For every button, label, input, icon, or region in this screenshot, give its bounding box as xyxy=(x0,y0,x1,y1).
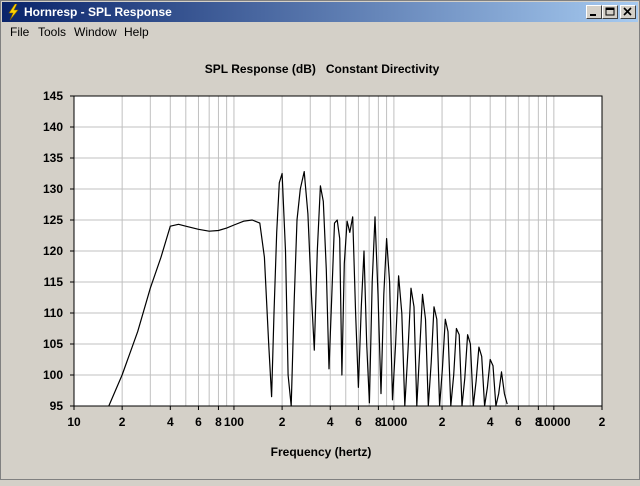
y-tick-label: 110 xyxy=(44,306,64,320)
y-tick-label: 105 xyxy=(43,337,63,351)
x-tick-label: 4 xyxy=(167,415,174,429)
x-tick-label: 2 xyxy=(439,415,446,429)
x-tick-label: 4 xyxy=(487,415,494,429)
y-axis: 95 100 105 110 115 120 125 130 135 140 145 xyxy=(43,89,74,413)
y-tick-label: 95 xyxy=(50,399,64,413)
title-bar[interactable]: Hornresp - SPL Response xyxy=(2,2,638,22)
x-tick-label: 6 xyxy=(195,415,202,429)
x-axis-label: Frequency (hertz) xyxy=(271,445,372,459)
chart-area: SPL Response (dB) Constant Directivity 9… xyxy=(1,42,640,481)
x-tick-label: 2 xyxy=(119,415,126,429)
y-tick-label: 125 xyxy=(43,213,63,227)
y-tick-label: 130 xyxy=(43,182,63,196)
x-tick-label: 8 xyxy=(215,415,222,429)
x-tick-label: 1000 xyxy=(381,415,408,429)
menu-window[interactable]: Window xyxy=(74,25,117,39)
grid xyxy=(74,96,602,406)
spl-curve xyxy=(108,171,508,407)
menu-file[interactable]: File xyxy=(10,25,30,39)
x-tick-label: 2 xyxy=(279,415,286,429)
y-tick-label: 100 xyxy=(43,368,63,382)
x-tick-label: 6 xyxy=(515,415,522,429)
maximize-icon xyxy=(605,7,615,16)
x-tick-label: 10000 xyxy=(537,415,571,429)
menu-help[interactable]: Help xyxy=(124,25,149,39)
lightning-bolt-icon xyxy=(8,4,19,20)
y-tick-label: 115 xyxy=(44,275,64,289)
y-tick-label: 135 xyxy=(43,151,63,165)
x-tick-label: 2 xyxy=(599,415,606,429)
close-button[interactable] xyxy=(620,5,636,19)
spl-chart: SPL Response (dB) Constant Directivity 9… xyxy=(43,62,606,459)
chart-title: SPL Response (dB) Constant Directivity xyxy=(205,62,440,76)
x-tick-label: 4 xyxy=(327,415,334,429)
x-tick-label: 6 xyxy=(355,415,362,429)
x-tick-label: 8 xyxy=(375,415,382,429)
x-tick-label: 8 xyxy=(535,415,542,429)
menu-tools[interactable]: Tools xyxy=(38,25,67,39)
y-tick-label: 140 xyxy=(43,120,63,134)
spl-curve-layer xyxy=(108,171,508,407)
minimize-icon xyxy=(590,14,596,16)
minimize-button[interactable] xyxy=(586,5,602,19)
menu-bar: File Tools Window Help xyxy=(2,22,638,42)
y-tick-label: 145 xyxy=(43,89,63,103)
window-title: Hornresp - SPL Response xyxy=(24,5,172,19)
close-icon xyxy=(623,7,632,16)
maximize-button[interactable] xyxy=(602,5,618,19)
x-tick-label: 10 xyxy=(67,415,81,429)
y-tick-label: 120 xyxy=(43,244,63,258)
x-tick-label: 100 xyxy=(224,415,244,429)
